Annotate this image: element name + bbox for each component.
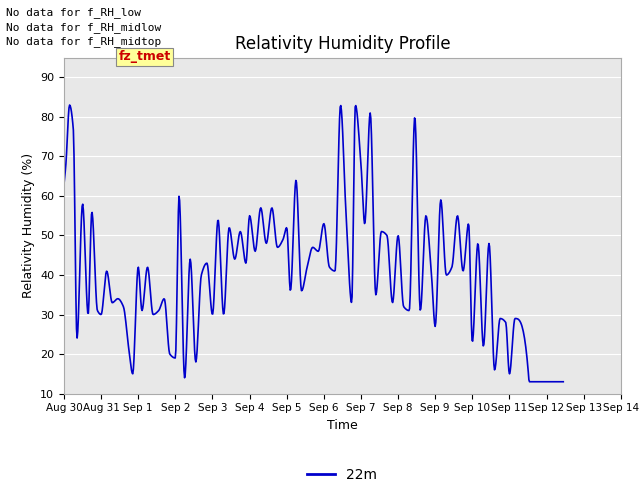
Text: fz_tmet: fz_tmet (118, 50, 171, 63)
Text: No data for f_RH_midtop: No data for f_RH_midtop (6, 36, 162, 47)
Title: Relativity Humidity Profile: Relativity Humidity Profile (235, 35, 450, 53)
Text: No data for f_RH_low: No data for f_RH_low (6, 7, 141, 18)
Legend: 22m: 22m (302, 462, 383, 480)
Y-axis label: Relativity Humidity (%): Relativity Humidity (%) (22, 153, 35, 298)
X-axis label: Time: Time (327, 419, 358, 432)
Text: No data for f_RH_midlow: No data for f_RH_midlow (6, 22, 162, 33)
